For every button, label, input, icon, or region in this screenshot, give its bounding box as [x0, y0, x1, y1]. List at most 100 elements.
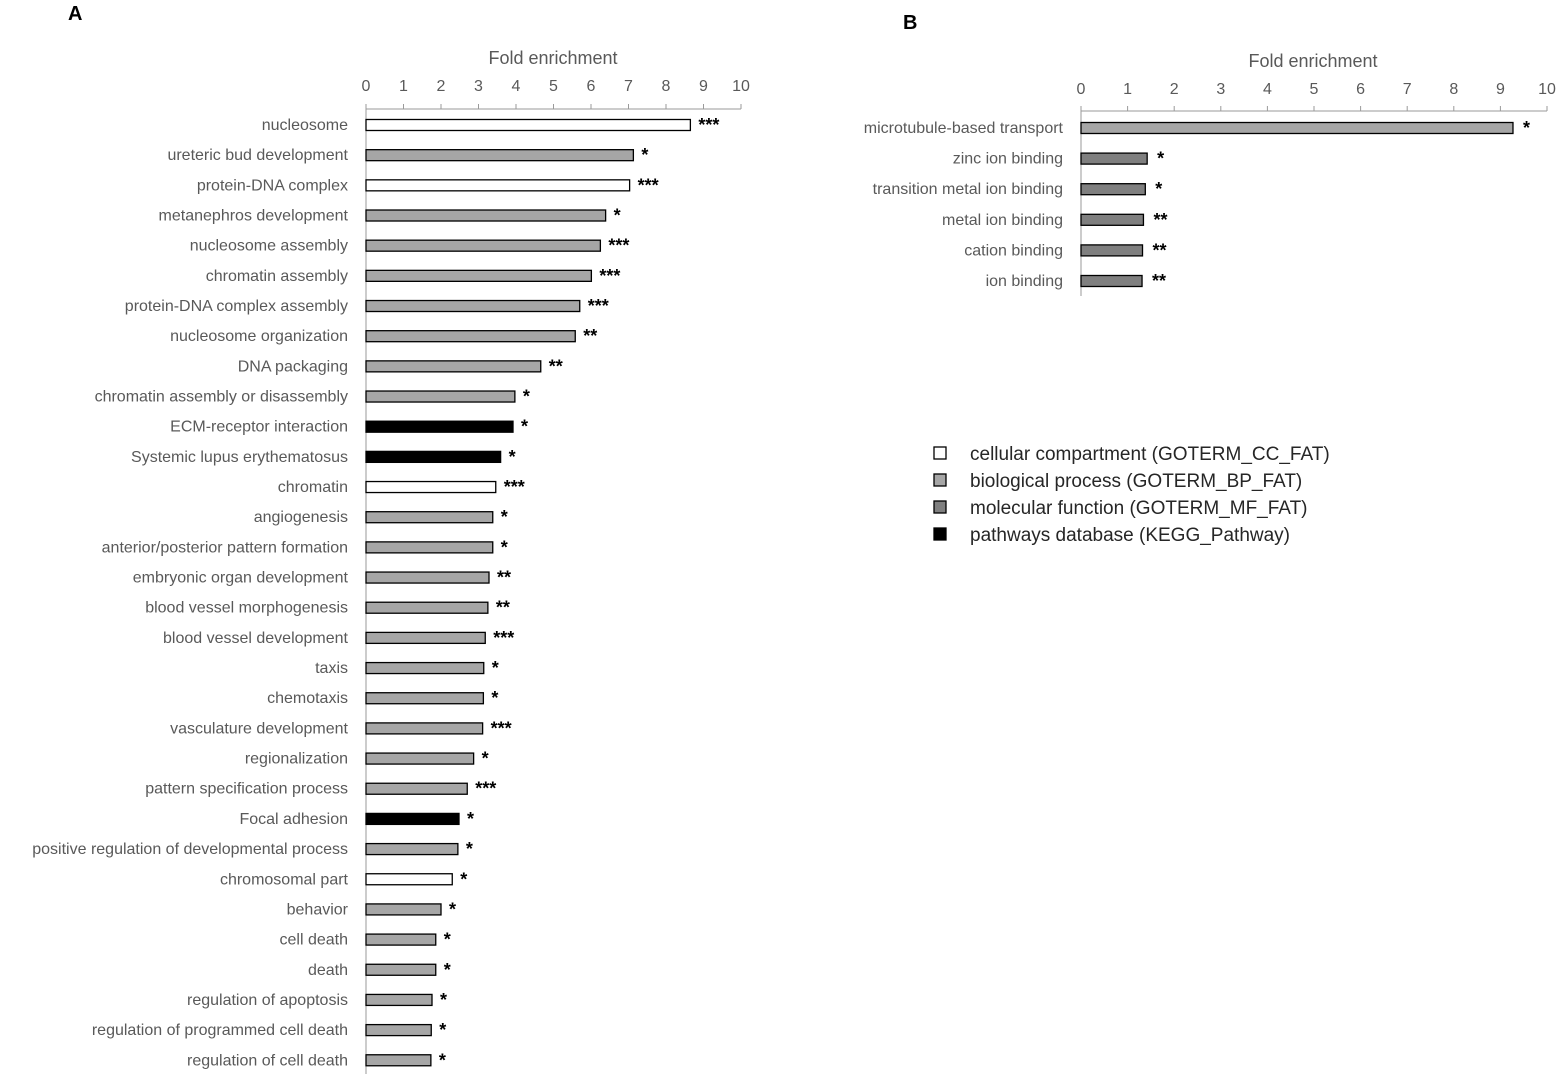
- bar-row: anterior/posterior pattern formation *: [102, 537, 508, 557]
- significance-label: *: [521, 417, 528, 437]
- category-label: microtubule-based transport: [864, 120, 1064, 137]
- legend-label-mf: molecular function (GOTERM_MF_FAT): [970, 498, 1308, 519]
- bar: [365, 963, 437, 976]
- tick-label: 1: [1123, 81, 1132, 98]
- bar: [1080, 152, 1148, 165]
- significance-label: *: [501, 507, 508, 527]
- category-label: embryonic organ development: [133, 570, 349, 587]
- bar: [365, 239, 602, 252]
- category-label: nucleosome assembly: [190, 238, 348, 255]
- tick-label: 1: [399, 78, 408, 95]
- category-label: death: [308, 962, 348, 979]
- bar: [365, 149, 635, 162]
- bar: [365, 420, 514, 433]
- category-label: zinc ion binding: [953, 151, 1063, 168]
- significance-label: *: [614, 206, 621, 226]
- bar-row: blood vessel development ***: [163, 628, 514, 648]
- significance-label: **: [1153, 210, 1167, 230]
- category-label: vasculature development: [170, 720, 348, 737]
- bar-row: microtubule-based transport *: [864, 118, 1530, 138]
- category-label: nucleosome organization: [170, 328, 348, 345]
- bar-row: transition metal ion binding *: [873, 179, 1163, 199]
- significance-label: ***: [504, 477, 525, 497]
- bar-row: blood vessel morphogenesis **: [145, 598, 510, 618]
- panel-a-ticks: 0 1 2 3 4 5 6 7 8 9 10: [362, 78, 750, 109]
- category-label: chromosomal part: [220, 871, 349, 888]
- legend-swatch-mf: [933, 500, 947, 514]
- significance-label: *: [641, 145, 648, 165]
- category-label: positive regulation of developmental pro…: [32, 841, 348, 858]
- bar: [365, 873, 453, 886]
- category-label: regulation of apoptosis: [187, 992, 348, 1009]
- panel-b-letter: B: [903, 12, 917, 34]
- category-label: chromatin assembly or disassembly: [95, 389, 348, 406]
- bar-row: nucleosome organization **: [170, 326, 597, 346]
- significance-label: ***: [599, 266, 620, 286]
- panel-b-rows: microtubule-based transport * zinc ion bin…: [864, 118, 1530, 291]
- significance-label: ***: [638, 175, 659, 195]
- tick-label: 5: [549, 78, 558, 95]
- bar-row: angiogenesis *: [254, 507, 508, 527]
- category-label: protein-DNA complex assembly: [125, 298, 348, 315]
- bar: [365, 118, 692, 132]
- category-label: behavior: [287, 901, 349, 918]
- category-label: ion binding: [986, 273, 1063, 290]
- significance-label: *: [439, 1020, 446, 1040]
- panel-a-rows: nucleosome ***ureteric bud development *pr…: [32, 115, 719, 1070]
- category-label: ureteric bud development: [167, 147, 348, 164]
- tick-label: 10: [1538, 81, 1556, 98]
- tick-label: 4: [512, 78, 521, 95]
- significance-label: *: [1155, 179, 1162, 199]
- significance-label: *: [501, 537, 508, 557]
- category-label: chromatin: [278, 479, 348, 496]
- bar-row: regulation of apoptosis *: [187, 990, 447, 1010]
- bar: [365, 299, 581, 313]
- panel-a: A Fold enrichment 0 1 2 3 4 5 6 7 8 9 10 nucleosom…: [32, 3, 750, 1074]
- legend: cellular compartment (GOTERM_CC_FAT) bio…: [933, 444, 1330, 546]
- significance-label: *: [444, 930, 451, 950]
- bar: [365, 631, 486, 645]
- significance-label: *: [509, 447, 516, 467]
- tick-label: 2: [1170, 81, 1179, 98]
- significance-label: *: [444, 960, 451, 980]
- panel-b: B Fold enrichment 0 1 2 3 4 5 6 7 8 9 10 microtubu…: [864, 12, 1556, 296]
- significance-label: ***: [588, 296, 609, 316]
- bar-row: protein-DNA complex assembly ***: [125, 296, 609, 316]
- bar: [365, 752, 475, 765]
- bar-row: Focal adhesion *: [239, 809, 474, 829]
- bar: [365, 782, 468, 795]
- bar-row: protein-DNA complex ***: [197, 175, 659, 195]
- significance-label: *: [482, 749, 489, 769]
- significance-label: *: [1523, 118, 1530, 138]
- bar-row: behavior *: [287, 899, 456, 919]
- category-label: chromatin assembly: [206, 268, 348, 285]
- bar-row: regulation of cell death *: [187, 1050, 446, 1070]
- significance-label: *: [449, 899, 456, 919]
- tick-label: 8: [1449, 81, 1458, 98]
- panel-b-ticks: 0 1 2 3 4 5 6 7 8 9 10: [1077, 81, 1556, 111]
- panel-a-letter: A: [68, 3, 82, 25]
- category-label: angiogenesis: [254, 509, 348, 526]
- tick-label: 10: [732, 78, 750, 95]
- category-label: protein-DNA complex: [197, 177, 348, 194]
- bar: [365, 209, 607, 222]
- tick-label: 3: [474, 78, 483, 95]
- category-label: nucleosome: [262, 117, 348, 134]
- legend-item-kegg: pathways database (KEGG_Pathway): [933, 525, 1290, 546]
- category-label: taxis: [315, 660, 348, 677]
- category-label: chemotaxis: [267, 690, 348, 707]
- category-label: Systemic lupus erythematosus: [131, 449, 348, 466]
- bar: [365, 993, 433, 1007]
- bar-row: chromatin assembly ***: [206, 266, 621, 286]
- bar-row: chemotaxis *: [267, 688, 498, 708]
- significance-label: ***: [491, 718, 512, 738]
- significance-label: *: [1157, 149, 1164, 169]
- category-label: regulation of programmed cell death: [92, 1022, 348, 1039]
- category-label: pattern specification process: [145, 781, 348, 798]
- bar-row: metal ion binding **: [942, 210, 1167, 230]
- significance-label: ***: [698, 115, 719, 135]
- bar: [1080, 121, 1514, 135]
- tick-label: 3: [1216, 81, 1225, 98]
- bar-row: ion binding **: [986, 271, 1166, 291]
